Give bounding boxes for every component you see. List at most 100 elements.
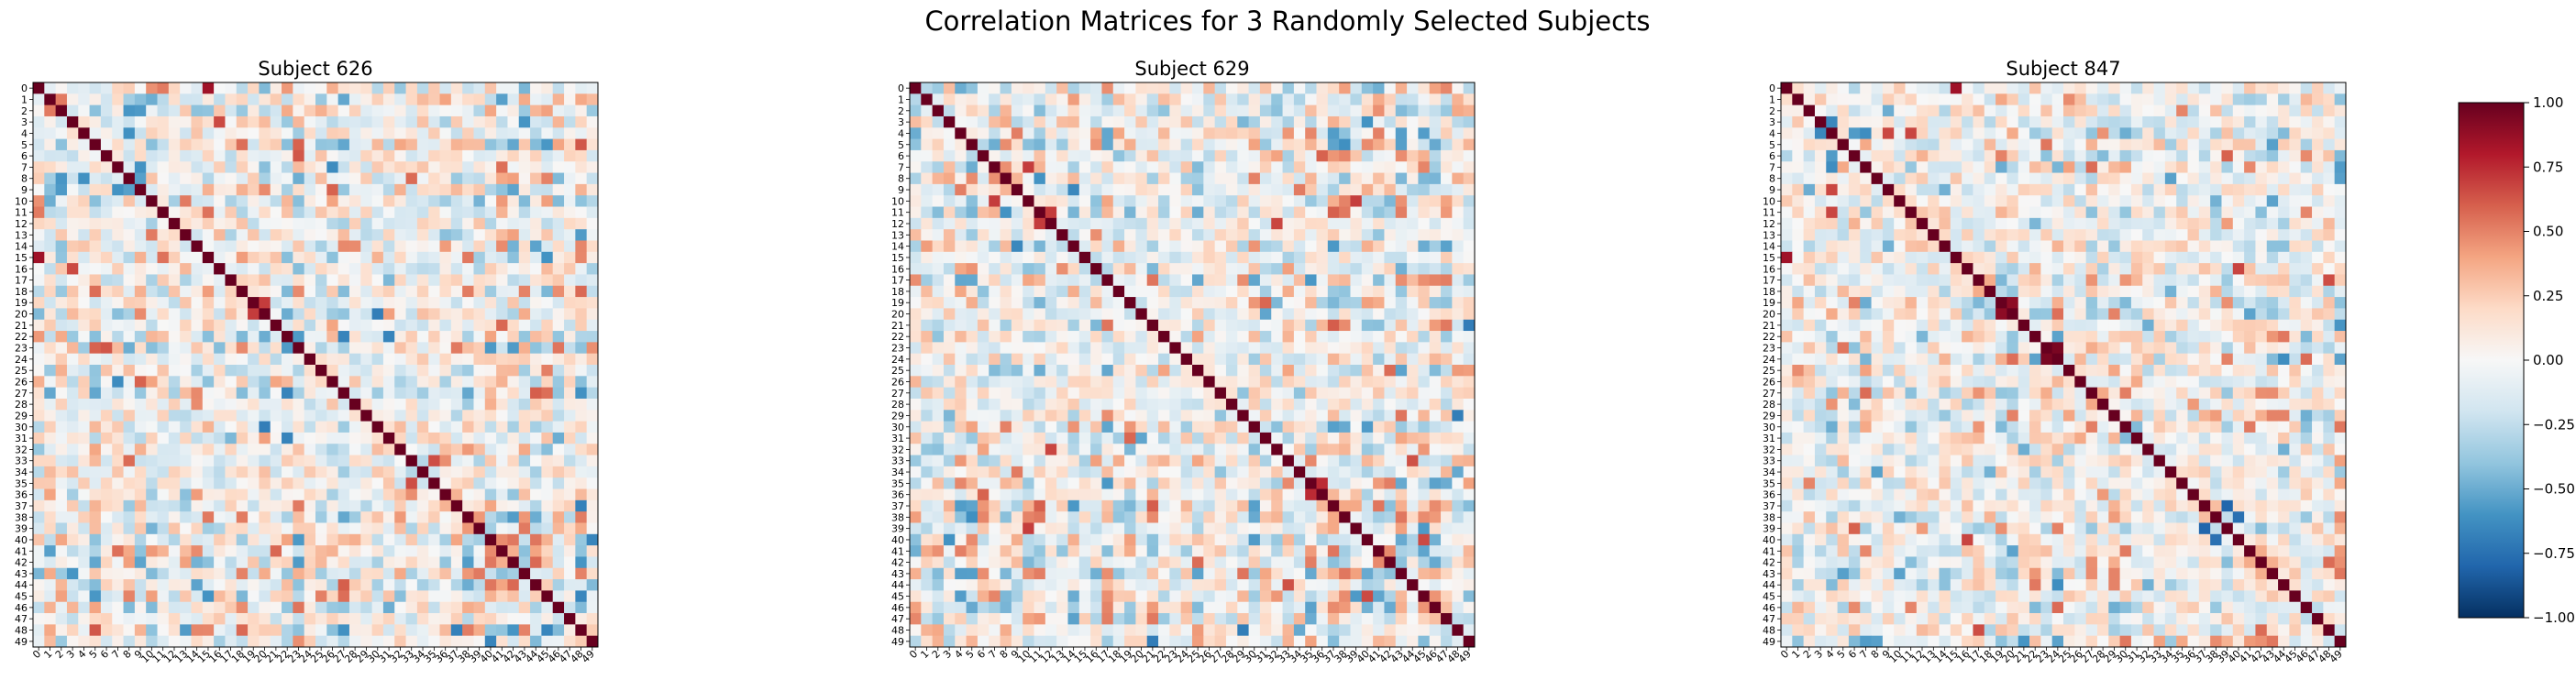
heatmap-cell xyxy=(236,376,249,389)
heatmap-cell xyxy=(1441,421,1453,433)
heatmap-cell xyxy=(55,297,68,309)
heatmap-cell xyxy=(1327,161,1340,173)
heatmap-cell xyxy=(326,138,339,151)
heatmap-cell xyxy=(1441,149,1453,162)
heatmap-cell xyxy=(1361,149,1374,162)
heatmap-cell xyxy=(428,285,440,298)
heatmap-cell xyxy=(44,432,57,444)
heatmap-cell xyxy=(1316,567,1329,580)
heatmap-cell xyxy=(225,601,238,614)
heatmap-cell xyxy=(293,511,305,523)
heatmap-cell xyxy=(955,115,967,128)
heatmap-cell xyxy=(1339,488,1351,501)
heatmap-cell xyxy=(89,601,102,614)
heatmap-cell xyxy=(66,533,79,546)
heatmap-cell xyxy=(564,251,576,264)
heatmap-cell xyxy=(1000,342,1012,355)
heatmap-cell xyxy=(518,240,531,253)
heatmap-cell xyxy=(112,183,124,196)
heatmap-cell xyxy=(1384,149,1397,162)
heatmap-cell xyxy=(586,601,599,614)
heatmap-cell xyxy=(1361,376,1374,389)
heatmap-cell xyxy=(1000,522,1012,535)
heatmap-cell xyxy=(55,613,68,625)
heatmap-cell xyxy=(541,183,554,196)
heatmap-cell xyxy=(1067,161,1080,173)
heatmap-cell xyxy=(202,624,215,637)
heatmap-cell xyxy=(157,533,170,546)
heatmap-cell xyxy=(1169,353,1182,366)
heatmap-cell xyxy=(1316,274,1329,287)
heatmap-cell xyxy=(1327,421,1340,433)
heatmap-cell xyxy=(337,308,350,321)
heatmap-cell xyxy=(157,432,170,444)
heatmap-cell xyxy=(564,183,576,196)
heatmap-cell xyxy=(315,251,327,264)
heatmap-cell xyxy=(78,545,90,557)
heatmap-cell xyxy=(989,319,1001,332)
heatmap-cell xyxy=(146,455,158,467)
heatmap-cell xyxy=(236,104,249,117)
heatmap-cell xyxy=(89,93,102,106)
heatmap-cell xyxy=(89,365,102,377)
x-tick-label: 49 xyxy=(580,648,597,665)
heatmap-cell xyxy=(1067,533,1080,546)
heatmap-cell xyxy=(541,556,554,569)
heatmap-cell xyxy=(1214,240,1227,253)
heatmap-cell xyxy=(337,499,350,512)
heatmap-cell xyxy=(236,251,249,264)
heatmap-cell xyxy=(541,601,554,614)
heatmap-cell xyxy=(955,251,967,264)
heatmap-cell xyxy=(1169,376,1182,389)
heatmap-cell xyxy=(1225,127,1238,139)
heatmap-cell xyxy=(112,477,124,489)
heatmap-cell xyxy=(518,567,531,580)
heatmap-cell xyxy=(1056,172,1068,185)
heatmap-cell xyxy=(966,263,978,275)
heatmap-cell xyxy=(1407,319,1419,332)
heatmap-cell xyxy=(428,263,440,275)
heatmap-cell xyxy=(910,331,922,343)
heatmap-cell xyxy=(1429,161,1442,173)
heatmap-cell xyxy=(326,601,339,614)
heatmap-cell xyxy=(168,93,181,106)
heatmap-cell xyxy=(1373,240,1385,253)
heatmap-cell xyxy=(1282,579,1295,591)
heatmap-cell xyxy=(55,263,68,275)
heatmap-cell xyxy=(1373,522,1385,535)
heatmap-cell xyxy=(586,240,599,253)
heatmap-cell xyxy=(416,183,429,196)
heatmap-cell xyxy=(78,522,90,535)
heatmap-cell xyxy=(518,138,531,151)
heatmap-cell xyxy=(1180,567,1193,580)
heatmap-cell xyxy=(541,376,554,389)
heatmap-cell xyxy=(1045,387,1057,400)
heatmap-cell xyxy=(1293,195,1306,207)
heatmap-cell xyxy=(282,274,293,287)
heatmap-cell xyxy=(1293,567,1306,580)
heatmap-cell xyxy=(55,161,68,173)
heatmap-cell xyxy=(270,635,282,648)
heatmap-cell xyxy=(989,331,1001,343)
heatmap-cell xyxy=(943,522,956,535)
heatmap-cell xyxy=(1045,161,1057,173)
heatmap-cell xyxy=(1112,161,1125,173)
heatmap-cell xyxy=(1373,511,1385,523)
heatmap-cell xyxy=(214,590,226,603)
heatmap-cell xyxy=(1429,353,1442,366)
heatmap-cell xyxy=(564,635,576,648)
heatmap-cell xyxy=(1293,398,1306,411)
heatmap-cell xyxy=(1293,579,1306,591)
heatmap-cell xyxy=(1339,206,1351,219)
heatmap-cell xyxy=(1237,127,1249,139)
heatmap-cell xyxy=(1124,444,1136,455)
heatmap-cell xyxy=(214,455,226,467)
heatmap-cell xyxy=(1101,217,1114,230)
heatmap-cell xyxy=(473,206,486,219)
heatmap-cell xyxy=(507,263,520,275)
heatmap-cell xyxy=(405,466,418,478)
heatmap-cell xyxy=(191,567,204,580)
heatmap-cell xyxy=(1225,567,1238,580)
heatmap-cell xyxy=(1112,240,1125,253)
